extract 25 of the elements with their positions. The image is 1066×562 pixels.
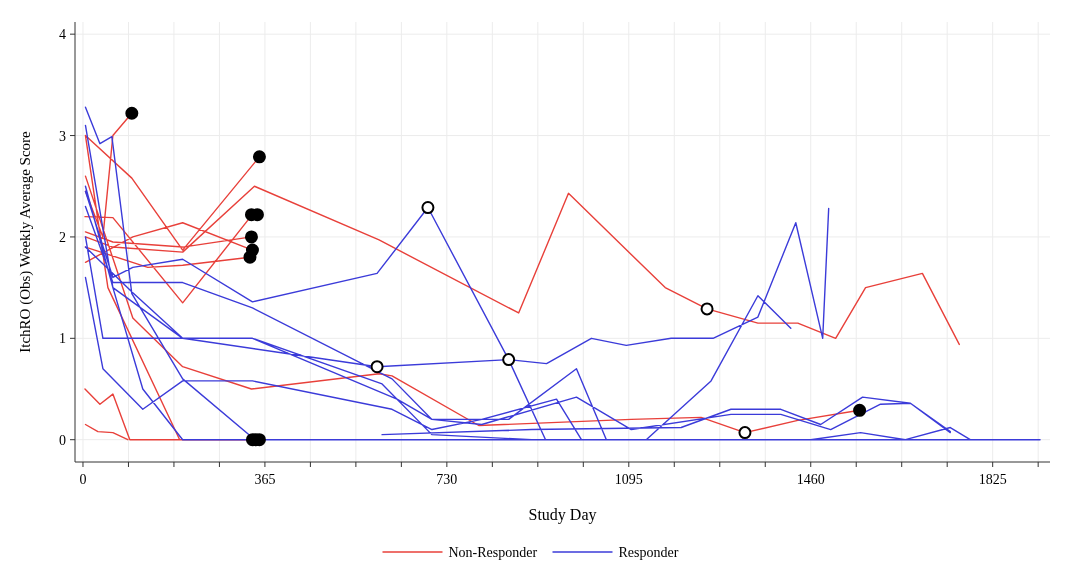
legend-label: Responder (618, 545, 679, 560)
y-tick-label: 3 (59, 128, 66, 144)
point (125, 106, 139, 120)
y-tick-label: 2 (59, 229, 66, 245)
legend-label: Non-Responder (448, 545, 538, 560)
y-tick-label: 0 (59, 432, 66, 448)
point (502, 353, 516, 367)
y-tick-label: 1 (59, 331, 66, 347)
point (700, 302, 714, 316)
point (370, 360, 384, 374)
point (244, 230, 258, 244)
point (252, 150, 266, 164)
x-axis-title: Study Day (528, 506, 597, 524)
x-tick-label: 0 (79, 472, 87, 487)
y-tick-label: 4 (59, 27, 66, 43)
point (853, 403, 867, 417)
point (243, 250, 257, 264)
x-tick-label: 730 (436, 472, 458, 487)
x-tick-label: 1095 (614, 472, 643, 487)
x-tick-label: 1825 (978, 472, 1007, 487)
point (738, 426, 752, 440)
x-tick-label: 365 (254, 472, 276, 487)
point (421, 201, 435, 215)
y-axis-title: ItchRO (Obs) Weekly Average Score (17, 130, 34, 353)
x-tick-label: 1460 (796, 472, 825, 487)
